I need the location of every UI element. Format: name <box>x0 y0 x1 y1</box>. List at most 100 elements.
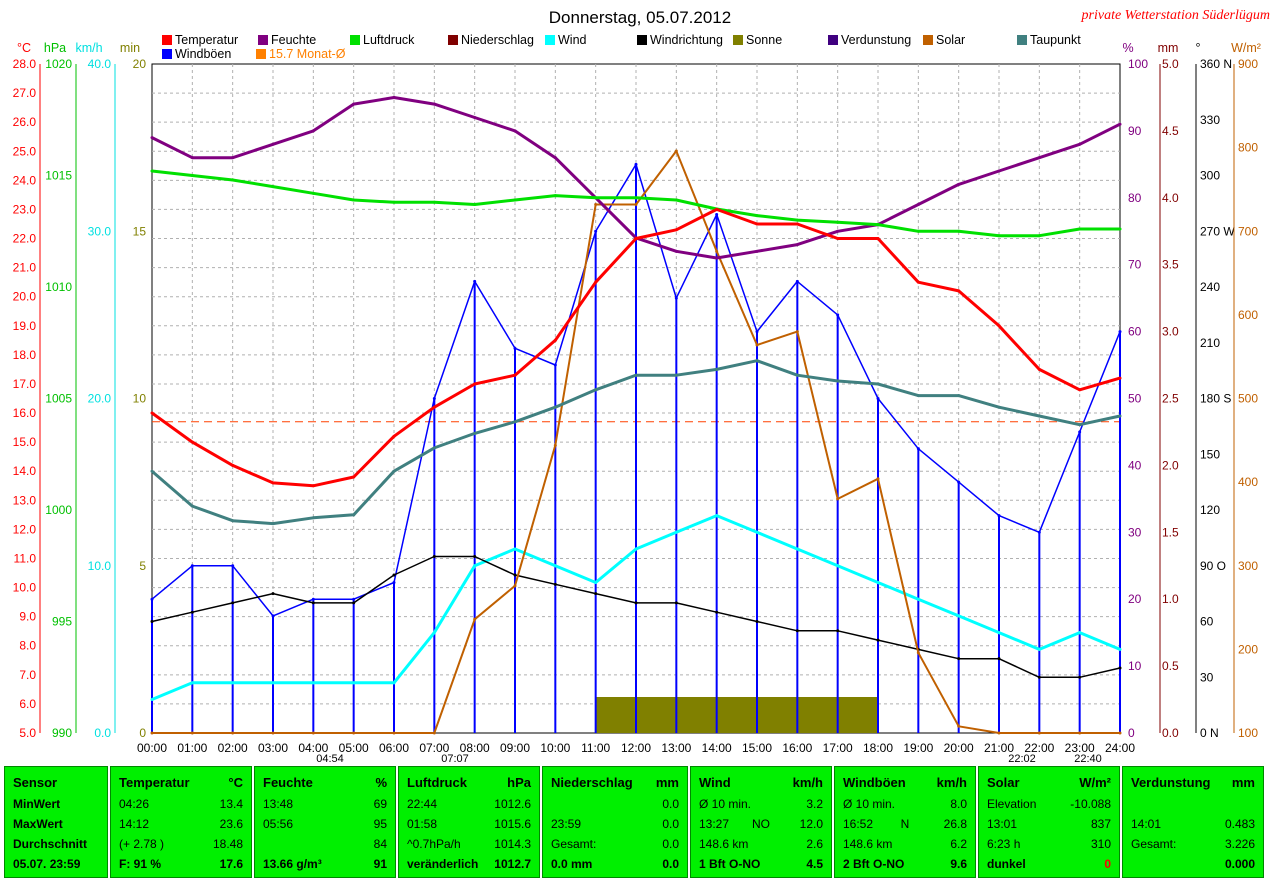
data-point <box>473 279 477 283</box>
sun-bar <box>797 697 838 733</box>
data-point <box>352 513 356 517</box>
solar-axis-tick: 600 <box>1238 308 1258 322</box>
data-point <box>755 330 759 334</box>
data-point <box>190 156 194 160</box>
data-point <box>997 631 1001 635</box>
summary-panel: Wind km/h Ø 10 min. 3.2 13:27 NO 12.0 148.6 km 2… <box>690 766 832 878</box>
time-tick: 07:00 <box>419 741 449 755</box>
direction-axis-tick: 240 <box>1200 280 1220 294</box>
panel-header: Luftdruck <box>407 775 467 790</box>
row-label: 23:59 <box>551 817 582 831</box>
data-point <box>997 657 1001 661</box>
data-point <box>553 443 557 447</box>
data-point <box>150 411 154 415</box>
legend-swatch <box>828 35 838 45</box>
row-value: 9.6 <box>950 857 967 871</box>
time-tick: 03:00 <box>258 741 288 755</box>
row-label: ^0.7hPa/h <box>407 837 461 851</box>
legend-label: Sonne <box>746 33 782 47</box>
data-point <box>352 597 356 601</box>
temp-axis-tick: 25.0 <box>13 144 37 158</box>
data-point <box>231 156 235 160</box>
legend-swatch <box>637 35 647 45</box>
data-point <box>392 731 396 735</box>
data-point <box>513 420 517 424</box>
rain-axis-tick: 4.0 <box>1162 191 1179 205</box>
time-tick: 21:00 <box>984 741 1014 755</box>
wind-axis-unit: km/h <box>75 41 102 55</box>
row-label: Gesamt: <box>551 837 597 851</box>
time-tick: 14:00 <box>702 741 732 755</box>
rain-axis-tick: 3.5 <box>1162 258 1179 272</box>
data-point <box>352 102 356 106</box>
data-point <box>513 129 517 133</box>
data-point <box>997 514 1001 518</box>
temp-axis-tick: 15.0 <box>13 435 37 449</box>
time-tick: 09:00 <box>500 741 530 755</box>
legend-swatch <box>256 49 266 59</box>
row-value: 84 <box>373 837 387 851</box>
summary-panel: Solar W/m² Elevation -10.088 13:01 837 6:23 h 3… <box>978 766 1120 878</box>
row-value: 0.0 <box>662 857 679 871</box>
pressure-axis-tick: 1010 <box>45 280 72 294</box>
panel-row <box>1131 797 1255 815</box>
temp-axis-tick: 11.0 <box>14 551 37 565</box>
summary-table: Sensor MinWert MaxWert Durchschnitt 05.07. 2… <box>0 762 1280 882</box>
panel-unit: km/h <box>936 775 967 790</box>
panel-row: Ø 10 min. 3.2 <box>699 797 823 815</box>
data-point <box>553 582 557 586</box>
legend-swatch <box>350 35 360 45</box>
solar-axis-tick: 500 <box>1238 392 1258 406</box>
row-label: dunkel <box>987 857 1026 871</box>
temp-axis-tick: 17.0 <box>13 377 37 391</box>
data-point <box>836 564 840 568</box>
pressure-axis-tick: 1020 <box>45 57 72 71</box>
row-label: 13:01 <box>987 817 1018 831</box>
data-point <box>352 601 356 605</box>
data-point <box>997 405 1001 409</box>
panel-unit: hPa <box>507 775 531 790</box>
data-point <box>231 564 235 568</box>
legend-swatch <box>1017 35 1027 45</box>
rain-axis-tick: 2.0 <box>1162 458 1179 472</box>
panel-unit: km/h <box>792 775 823 790</box>
data-point <box>1118 414 1122 418</box>
legend-label: Verdunstung <box>841 33 911 47</box>
row-value: 69 <box>373 797 387 811</box>
solar-axis-tick: 700 <box>1238 224 1258 238</box>
temp-axis-tick: 13.0 <box>13 493 37 507</box>
data-point <box>432 405 436 409</box>
temp-axis-tick: 16.0 <box>13 406 37 420</box>
panel-row: 01:58 1015.6 <box>407 817 531 835</box>
sun-bar <box>757 697 798 733</box>
row-label: veränderlich <box>407 857 479 871</box>
row-label: 16:52 <box>843 817 874 831</box>
data-point <box>594 229 598 233</box>
data-point <box>271 481 275 485</box>
weather-chart: Donnerstag, 05.07.2012 private Wettersta… <box>13 8 1270 762</box>
row-label: 14:12 <box>119 817 150 831</box>
row-value: 1014.3 <box>494 837 531 851</box>
summary-panel: Sensor MinWert MaxWert Durchschnitt 05.07. 2… <box>4 766 108 878</box>
row-label: 04:26 <box>119 797 150 811</box>
row-value: 0 <box>1104 857 1111 871</box>
data-point <box>997 169 1001 173</box>
data-point <box>755 530 759 534</box>
panel-row: (+ 2.78 ) 18.48 <box>119 837 243 855</box>
data-point <box>674 373 678 377</box>
time-tick: 00:00 <box>137 741 167 755</box>
data-point <box>190 564 194 568</box>
data-point <box>392 681 396 685</box>
data-point <box>957 657 961 661</box>
data-point <box>1118 227 1122 231</box>
summary-panel: Luftdruck hPa 22:44 1012.6 01:58 1015.6 ^0.7hP… <box>398 766 540 878</box>
data-point <box>755 222 759 226</box>
row-label: 13.66 g/m³ <box>263 857 322 871</box>
panel-header: Windböen <box>843 775 906 790</box>
direction-axis-tick: 150 <box>1200 447 1220 461</box>
sun-axis-tick: 10 <box>133 392 147 406</box>
data-point <box>795 222 799 226</box>
rain-axis-tick: 1.5 <box>1162 525 1179 539</box>
panel-row: 84 <box>263 837 387 855</box>
data-point <box>836 229 840 233</box>
